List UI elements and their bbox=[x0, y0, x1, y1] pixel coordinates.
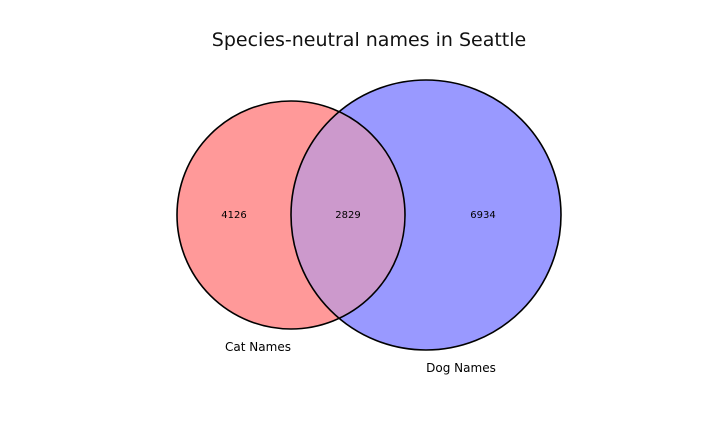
dog-names-label: Dog Names bbox=[426, 361, 496, 375]
intersection-count: 2829 bbox=[335, 210, 360, 221]
cat-only-count: 4126 bbox=[221, 210, 246, 221]
dog-names-outline bbox=[290, 79, 562, 351]
overlap-region bbox=[291, 101, 405, 329]
cat-names-label: Cat Names bbox=[225, 340, 291, 354]
dog-only-count: 6934 bbox=[470, 210, 495, 221]
cat-names-outline bbox=[176, 100, 406, 330]
diagram-title: Species-neutral names in Seattle bbox=[212, 29, 526, 51]
